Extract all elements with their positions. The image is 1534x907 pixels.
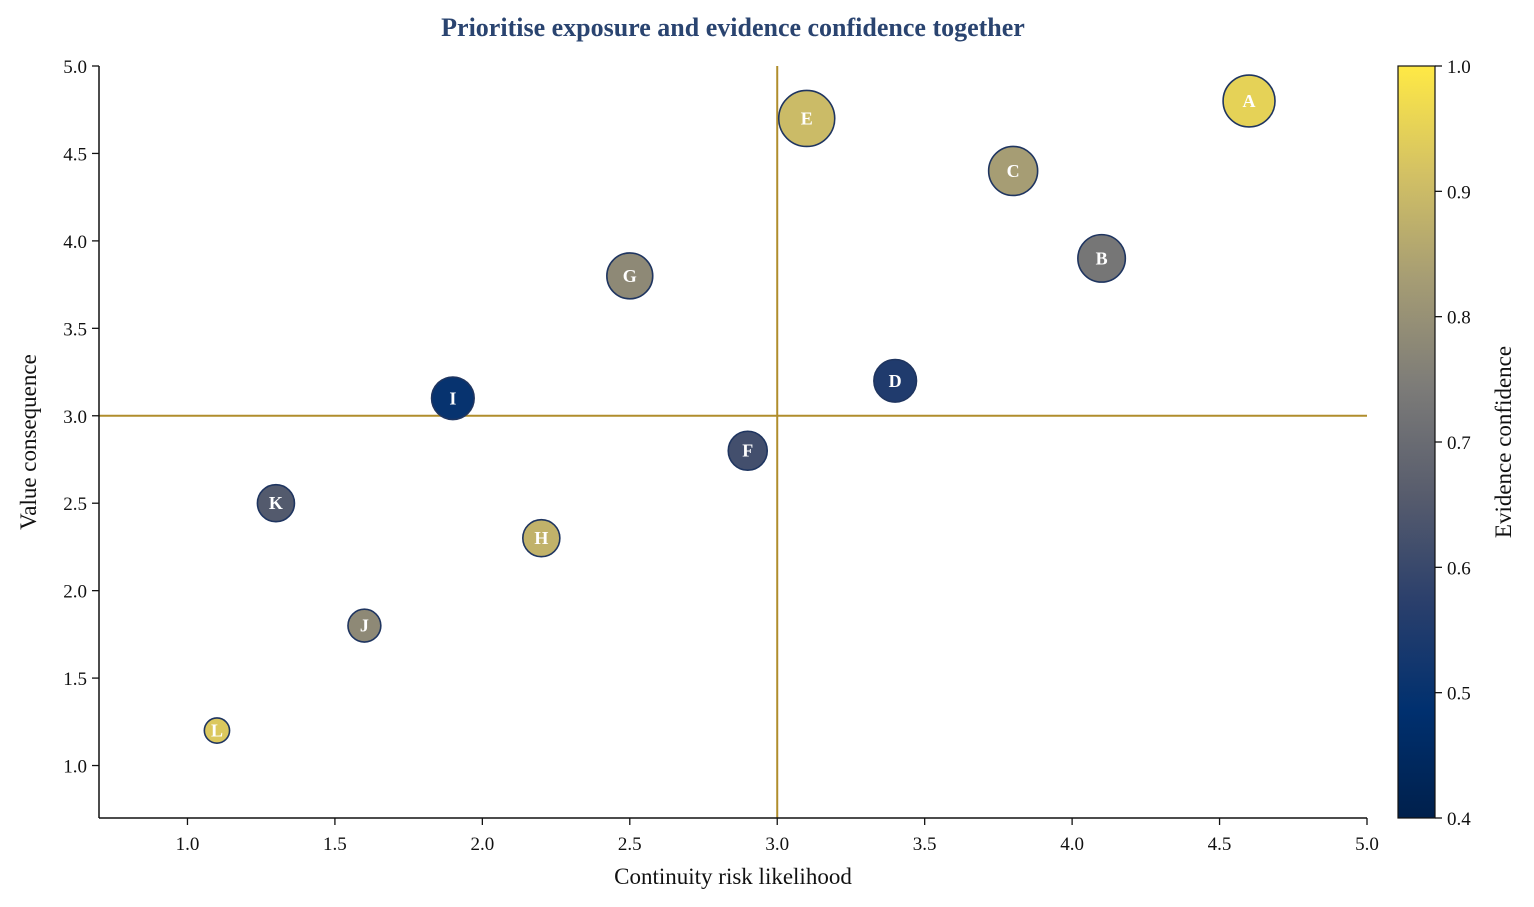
data-point-label: K xyxy=(269,493,283,513)
data-point xyxy=(777,89,836,148)
chart-title: Prioritise exposure and evidence confide… xyxy=(441,13,1025,42)
data-point-label: B xyxy=(1096,248,1108,268)
data-point-label: I xyxy=(449,388,456,408)
x-tick-label: 3.0 xyxy=(765,834,789,855)
bubble-I: I xyxy=(430,376,475,421)
x-tick-label: 5.0 xyxy=(1355,834,1379,855)
colorbar-gradient xyxy=(1397,65,1436,819)
bubble-layer: A B C D E F G H I J K L xyxy=(203,74,1276,744)
data-point-label: H xyxy=(534,528,548,548)
y-tick-label: 2.0 xyxy=(63,582,87,603)
y-tick-label: 4.5 xyxy=(63,144,87,165)
y-tick-label: 1.5 xyxy=(63,669,87,690)
data-point-label: E xyxy=(801,108,813,128)
bubble-H: H xyxy=(522,518,561,558)
plot-area: A B C D E F G H I J K L 1.0 1.5 2.0 2.5 3.0 3.5 4.0 4.5 5.0… xyxy=(63,57,1379,855)
data-point-label: G xyxy=(623,266,637,286)
data-point-label: L xyxy=(211,721,223,741)
x-tick-label: 1.0 xyxy=(176,834,200,855)
colorbar-tick-label: 0.4 xyxy=(1447,809,1471,830)
y-tick-label: 2.5 xyxy=(63,494,87,515)
x-tick-label: 1.5 xyxy=(323,834,347,855)
bubble-D: D xyxy=(873,358,918,403)
y-tick-label: 3.5 xyxy=(63,319,87,340)
bubble-J: J xyxy=(347,608,382,643)
axes xyxy=(98,66,1367,819)
bubble-F: F xyxy=(727,430,769,472)
colorbar: 0.4 0.5 0.6 0.7 0.8 0.9 1.0 Evidence confidenc… xyxy=(1397,57,1516,830)
x-axis-ticks: 1.0 1.5 2.0 2.5 3.0 3.5 4.0 4.5 5.0 xyxy=(176,818,1379,855)
x-tick-label: 2.0 xyxy=(470,834,494,855)
bubble-B: B xyxy=(1077,233,1127,283)
colorbar-label: Evidence confidence xyxy=(1491,346,1516,538)
x-tick-label: 2.5 xyxy=(618,834,642,855)
colorbar-tick-label: 0.9 xyxy=(1447,182,1471,203)
y-tick-label: 3.0 xyxy=(63,407,87,428)
bubble-E: E xyxy=(777,89,836,148)
data-point-label: J xyxy=(360,616,369,636)
x-axis-label: Continuity risk likelihood xyxy=(614,864,852,889)
bubble-C: C xyxy=(987,145,1039,197)
y-tick-label: 5.0 xyxy=(63,57,87,78)
y-tick-label: 4.0 xyxy=(63,232,87,253)
data-point-label: C xyxy=(1007,161,1020,181)
bubble-K: K xyxy=(256,483,296,523)
data-point xyxy=(1077,233,1127,283)
colorbar-tick-label: 0.7 xyxy=(1447,433,1471,454)
data-point xyxy=(522,518,561,558)
bubble-G: G xyxy=(606,252,654,300)
data-point-label: D xyxy=(889,371,902,391)
colorbar-tick-label: 1.0 xyxy=(1447,57,1471,78)
colorbar-tick-label: 0.6 xyxy=(1447,558,1471,579)
data-point xyxy=(430,376,475,421)
y-axis-label: Value consequence xyxy=(16,354,41,530)
data-point xyxy=(1222,74,1276,128)
data-point xyxy=(606,252,654,300)
data-point-label: F xyxy=(742,441,753,461)
bubble-L: L xyxy=(203,717,231,744)
x-tick-label: 3.5 xyxy=(913,834,937,855)
data-point xyxy=(203,717,231,744)
reference-lines xyxy=(99,66,1367,818)
data-point xyxy=(256,483,296,523)
data-point xyxy=(873,358,918,403)
data-point xyxy=(347,608,382,643)
data-point-label: A xyxy=(1243,91,1256,111)
data-point xyxy=(727,430,769,472)
colorbar-ticks: 0.4 0.5 0.6 0.7 0.8 0.9 1.0 xyxy=(1435,57,1471,830)
x-tick-label: 4.5 xyxy=(1208,834,1232,855)
x-tick-label: 4.0 xyxy=(1060,834,1084,855)
bubble-A: A xyxy=(1222,74,1276,128)
data-point xyxy=(987,145,1039,197)
y-axis-ticks: 1.0 1.5 2.0 2.5 3.0 3.5 4.0 4.5 5.0 xyxy=(63,57,99,778)
y-tick-label: 1.0 xyxy=(63,757,87,778)
colorbar-tick-label: 0.5 xyxy=(1447,684,1471,705)
colorbar-tick-label: 0.8 xyxy=(1447,308,1471,329)
